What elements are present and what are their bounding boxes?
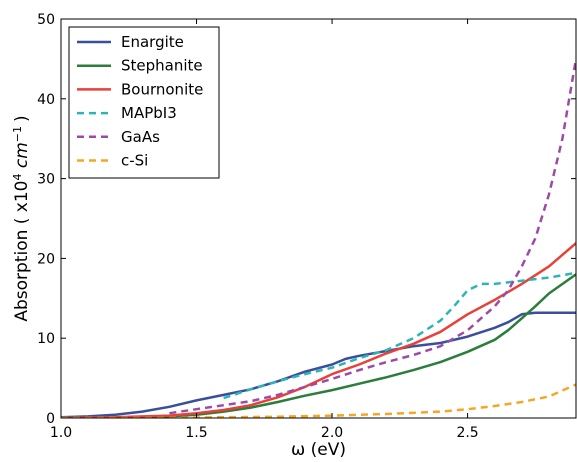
y-tick-label: 30 — [37, 172, 55, 188]
y-tick-label: 10 — [37, 331, 55, 347]
legend-label: Stephanite — [121, 57, 203, 75]
series-line-5 — [61, 383, 576, 418]
plot-area — [61, 58, 576, 418]
series-line-2 — [61, 242, 576, 418]
legend-box — [68, 26, 220, 179]
x-tick-label: 2.0 — [321, 425, 343, 441]
x-axis-label: ω (eV) — [291, 440, 346, 460]
series-line-0 — [61, 311, 576, 418]
x-tick-label: 1.0 — [50, 425, 72, 441]
series-line-1 — [61, 273, 576, 418]
x-tick-label: 2.5 — [456, 425, 478, 441]
legend-label: Enargite — [121, 33, 184, 51]
y-axis-label-main: Absorption ( x10 — [12, 181, 32, 322]
y-axis-label-sup2: −1 — [11, 126, 24, 142]
y-tick-label: 40 — [37, 92, 55, 108]
y-axis-label-sup1: 4 — [11, 174, 24, 181]
series-line-3 — [223, 271, 576, 400]
axis-ticks: 1.0 1.5 2.0 2.5 0 10 20 30 40 50 — [37, 12, 576, 441]
y-axis-label: Absorption ( x104 cm−1) — [11, 115, 33, 321]
x-tick-label: 1.5 — [185, 425, 207, 441]
y-tick-label: 20 — [37, 251, 55, 267]
y-axis-label-unit: cm — [12, 142, 32, 173]
legend-label: GaAs — [121, 128, 160, 146]
plot-frame — [60, 18, 577, 419]
y-tick-label: 50 — [37, 12, 55, 28]
series-line-4 — [169, 58, 576, 415]
y-axis-label-close: ) — [12, 115, 32, 122]
legend-label: Bournonite — [121, 80, 203, 98]
legend-label: MAPbI3 — [121, 104, 177, 122]
y-tick-label: 0 — [46, 411, 55, 427]
legend-label: c-Si — [121, 152, 148, 170]
legend: Enargite Stephanite Bournonite MAPbI3 GaAs c-… — [68, 26, 220, 179]
